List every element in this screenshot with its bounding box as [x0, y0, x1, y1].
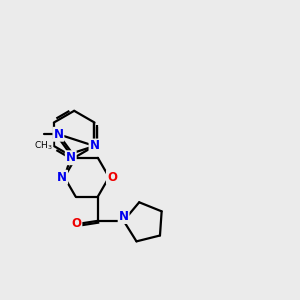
- Text: N: N: [53, 128, 63, 141]
- Text: O: O: [107, 171, 117, 184]
- Text: N: N: [118, 210, 129, 223]
- Text: CH$_3$: CH$_3$: [34, 140, 53, 152]
- Text: O: O: [71, 217, 81, 230]
- Text: N: N: [57, 171, 67, 184]
- Text: N: N: [89, 140, 100, 152]
- Text: N: N: [66, 151, 76, 164]
